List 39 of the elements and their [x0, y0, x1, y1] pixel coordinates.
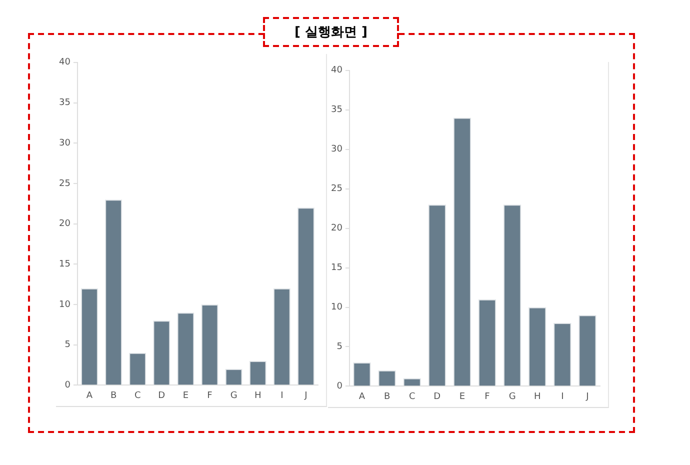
y-tick-label: 30: [331, 144, 343, 155]
x-tick-label: B: [384, 392, 390, 402]
y-tick-label: 0: [64, 380, 71, 391]
y-tick-label: 35: [331, 105, 342, 116]
x-tick-label: D: [434, 392, 441, 402]
x-tick-label: C: [134, 390, 141, 401]
y-tick-label: 0: [336, 382, 343, 392]
x-tick-label: D: [158, 390, 166, 401]
y-tick-label: 15: [59, 259, 70, 270]
x-tick-label: H: [534, 392, 541, 402]
x-tick-label: J: [585, 392, 589, 402]
y-tick-label: 25: [59, 178, 70, 189]
chart-title: [ 실행화면 ]: [263, 17, 399, 47]
y-tick-label: 20: [331, 224, 343, 234]
x-tick-label: A: [86, 390, 94, 401]
x-tick-label: F: [207, 390, 212, 401]
x-tick-label: G: [230, 390, 238, 401]
x-tick-label: H: [254, 390, 262, 401]
x-tick-label: E: [459, 392, 466, 402]
x-tick-label: J: [304, 390, 308, 401]
y-tick-label: 5: [336, 342, 342, 352]
y-tick-label: 40: [331, 66, 343, 76]
y-tick-label: 25: [331, 184, 342, 194]
y-tick-label: 20: [59, 219, 71, 230]
y-tick-label: 40: [59, 58, 71, 68]
x-tick-label: B: [110, 390, 117, 401]
y-tick-label: 35: [59, 98, 70, 108]
x-tick-label: I: [280, 390, 284, 401]
x-tick-label: E: [182, 390, 189, 401]
x-tick-label: C: [408, 392, 416, 402]
x-tick-label: F: [484, 392, 490, 402]
y-tick-label: 30: [59, 138, 71, 148]
x-tick-label: A: [358, 392, 366, 402]
x-tick-label: I: [561, 392, 564, 402]
y-tick-label: 15: [331, 263, 342, 274]
y-tick-label: 10: [59, 300, 71, 310]
y-tick-label: 10: [331, 302, 343, 313]
y-tick-label: 5: [64, 340, 70, 350]
x-tick-label: G: [508, 392, 516, 402]
